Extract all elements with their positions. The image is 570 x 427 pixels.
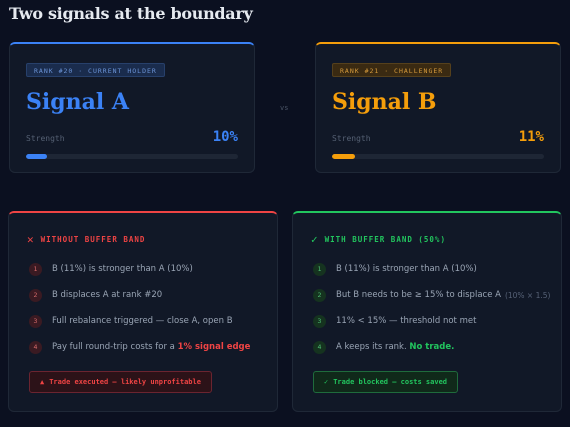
list-item: 4 Pay full round-trip costs for a 1% sig… <box>29 334 267 360</box>
step-number: 1 <box>313 262 326 276</box>
signal-b-strength-fill <box>332 154 356 159</box>
result-text: Trade executed — likely unprofitable <box>49 378 201 386</box>
signal-b-card: RANK #21 · CHALLENGER Signal B Strength … <box>315 42 561 173</box>
step-highlight: 1% signal edge <box>177 342 251 352</box>
list-item: 2 B displaces A at rank #20 <box>29 282 267 308</box>
step-number: 4 <box>313 340 326 354</box>
with-buffer-panel: ✓ WITH BUFFER BAND (50%) 1 B (11%) is st… <box>292 211 562 412</box>
step-text: But B needs to be ≥ 15% to displace A <box>336 290 501 300</box>
step-text: Full rebalance triggered — close A, open… <box>52 316 233 326</box>
check-icon: ✓ <box>311 233 319 246</box>
signal-b-strength-value: 11% <box>518 129 544 145</box>
trade-executed-badge: ▲ Trade executed — likely unprofitable <box>29 371 212 393</box>
step-text: 11% < 15% — threshold not met <box>336 316 477 326</box>
list-item: 4 A keeps its rank. No trade. <box>313 334 551 360</box>
trade-blocked-badge: ✓ Trade blocked — costs saved <box>313 371 459 393</box>
signal-a-strength-value: 10% <box>212 129 238 145</box>
step-number: 3 <box>29 314 42 328</box>
without-buffer-heading: WITHOUT BUFFER BAND <box>40 235 146 244</box>
signal-a-strength-fill <box>26 154 48 159</box>
without-buffer-heading-row: ✕ WITHOUT BUFFER BAND <box>27 233 145 246</box>
warning-icon: ▲ <box>40 378 45 386</box>
step-number: 2 <box>313 288 326 302</box>
signal-b-strength-bar <box>332 154 544 159</box>
with-buffer-heading-row: ✓ WITH BUFFER BAND (50%) <box>311 233 446 246</box>
step-note: (10% × 1.5) <box>504 290 551 300</box>
step-text: B (11%) is stronger than A (10%) <box>52 264 193 274</box>
step-number: 1 <box>29 262 42 276</box>
step-text: B (11%) is stronger than A (10%) <box>336 264 477 274</box>
signal-b-rank-tag: RANK #21 · CHALLENGER <box>332 63 452 77</box>
without-buffer-panel: ✕ WITHOUT BUFFER BAND 1 B (11%) is stron… <box>8 211 278 412</box>
signal-a-name: Signal A <box>26 89 129 115</box>
step-highlight: No trade. <box>409 342 455 352</box>
step-text: Pay full round-trip costs for a <box>52 342 178 352</box>
page-title: Two signals at the boundary <box>9 4 253 23</box>
signal-a-strength-bar <box>26 154 238 159</box>
step-number: 3 <box>313 314 326 328</box>
list-item: 1 B (11%) is stronger than A (10%) <box>29 256 267 282</box>
step-number: 2 <box>29 288 42 302</box>
x-icon: ✕ <box>27 233 35 246</box>
without-buffer-steps: 1 B (11%) is stronger than A (10%) 2 B d… <box>29 256 267 360</box>
signal-b-strength-label: Strength <box>332 134 371 143</box>
with-buffer-steps: 1 B (11%) is stronger than A (10%) 2 But… <box>313 256 551 360</box>
step-text: B displaces A at rank #20 <box>52 290 163 300</box>
signal-b-name: Signal B <box>332 89 437 115</box>
check-icon: ✓ <box>324 378 329 386</box>
list-item: 2 But B needs to be ≥ 15% to displace A … <box>313 282 551 308</box>
step-number: 4 <box>29 340 42 354</box>
list-item: 3 11% < 15% — threshold not met <box>313 308 551 334</box>
step-text: A keeps its rank. <box>336 342 410 352</box>
vs-label: vs <box>280 104 289 112</box>
signal-a-card: RANK #20 · CURRENT HOLDER Signal A Stren… <box>9 42 255 173</box>
signal-a-rank-tag: RANK #20 · CURRENT HOLDER <box>26 63 165 77</box>
signal-a-strength-label: Strength <box>26 134 65 143</box>
list-item: 3 Full rebalance triggered — close A, op… <box>29 308 267 334</box>
list-item: 1 B (11%) is stronger than A (10%) <box>313 256 551 282</box>
result-text: Trade blocked — costs saved <box>333 378 448 386</box>
with-buffer-heading: WITH BUFFER BAND (50%) <box>324 235 446 244</box>
